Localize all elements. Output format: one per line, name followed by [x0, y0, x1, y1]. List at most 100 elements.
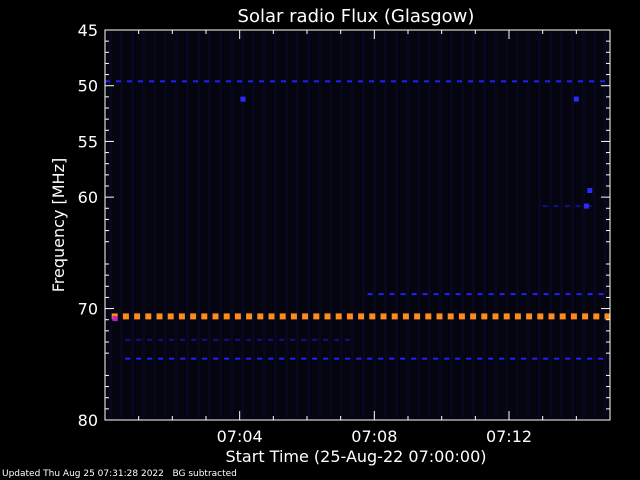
band-segment [380, 80, 385, 83]
band-segment [422, 357, 428, 360]
band-segment [235, 357, 241, 360]
band-segment [226, 80, 231, 83]
band-segment [212, 313, 219, 320]
noise-column [516, 32, 519, 418]
noise-column [593, 32, 596, 418]
band-segment [116, 80, 121, 83]
band-segment [345, 338, 351, 341]
y-tick-label: 70 [78, 300, 98, 319]
band-segment [424, 80, 429, 83]
band-segment [182, 80, 187, 83]
band-segment [202, 338, 208, 341]
band-blue-74.5mhz [125, 357, 610, 360]
band-segment [156, 313, 163, 320]
band-segment [593, 313, 600, 320]
band-segment [136, 357, 142, 360]
emission-spot [112, 316, 118, 322]
band-blue-68.7mhz [367, 293, 610, 296]
noise-column [252, 32, 255, 418]
noise-column [373, 32, 376, 418]
footer: Updated Thu Aug 25 07:31:28 2022 BG subt… [2, 469, 237, 480]
band-segment [257, 313, 264, 320]
band-segment [510, 293, 516, 296]
noise-column [450, 32, 453, 418]
band-segment [559, 313, 566, 320]
emission-spot [240, 96, 246, 102]
noise-column [296, 32, 299, 418]
noise-column [538, 32, 541, 418]
band-segment [526, 313, 533, 320]
band-segment [335, 313, 342, 320]
plot-frame [104, 29, 611, 421]
y-tick-label: 55 [78, 132, 98, 151]
band-segment [180, 338, 186, 341]
plot-area [105, 30, 610, 420]
noise-column [109, 32, 112, 418]
band-segment [180, 357, 186, 360]
band-segment [499, 357, 505, 360]
band-segment [246, 313, 253, 320]
band-segment [367, 357, 373, 360]
band-segment [325, 80, 330, 83]
emission-bands [105, 80, 610, 360]
band-segment [378, 293, 384, 296]
band-segment [477, 293, 483, 296]
noise-column [461, 32, 464, 418]
band-segment [402, 313, 409, 320]
noise-column [384, 32, 387, 418]
noise-column [604, 32, 607, 418]
band-segment [125, 338, 131, 341]
x-tick-label: 07:08 [351, 427, 397, 446]
band-segment [488, 357, 494, 360]
band-blue-49.6mhz [105, 80, 605, 83]
band-segment [586, 205, 592, 208]
band-segment [246, 357, 252, 360]
band-segment [134, 313, 141, 320]
y-tick-label: 45 [78, 21, 98, 40]
noise-column [307, 32, 310, 418]
band-segment [301, 338, 307, 341]
noise-column [395, 32, 398, 418]
band-segment [138, 80, 143, 83]
band-segment [167, 313, 174, 320]
noise-column [428, 32, 431, 418]
bg-subtracted-note: BG subtracted [172, 469, 237, 479]
noise-column [329, 32, 332, 418]
band-segment [224, 338, 230, 341]
band-segment [246, 338, 252, 341]
band-segment [369, 313, 376, 320]
emission-spots [112, 96, 593, 322]
band-segment [380, 313, 387, 320]
noise-column [175, 32, 178, 418]
y-axis: 45 50 55 60 70 80 [78, 21, 610, 430]
noise-column [582, 32, 585, 418]
noise-texture [109, 32, 607, 418]
noise-column [142, 32, 145, 418]
noise-column [186, 32, 189, 418]
band-segment [554, 357, 560, 360]
band-segment [565, 293, 571, 296]
band-segment [545, 80, 550, 83]
chart-title: Solar radio Flux (Glasgow) [238, 6, 475, 27]
band-segment [178, 313, 185, 320]
noise-column [560, 32, 563, 418]
band-segment [481, 313, 488, 320]
band-segment [345, 357, 351, 360]
band-segment [313, 313, 320, 320]
noise-column [230, 32, 233, 418]
noise-column [439, 32, 442, 418]
band-segment [202, 357, 208, 360]
band-segment [268, 313, 275, 320]
band-segment [268, 357, 274, 360]
noise-column [527, 32, 530, 418]
band-segment [145, 313, 152, 320]
band-segment [169, 357, 175, 360]
band-segment [204, 80, 209, 83]
band-segment [534, 80, 539, 83]
band-segment [213, 338, 219, 341]
band-segment [537, 313, 544, 320]
band-segment [334, 338, 340, 341]
band-segment [446, 80, 451, 83]
band-segment [543, 357, 549, 360]
band-segment [553, 205, 559, 208]
